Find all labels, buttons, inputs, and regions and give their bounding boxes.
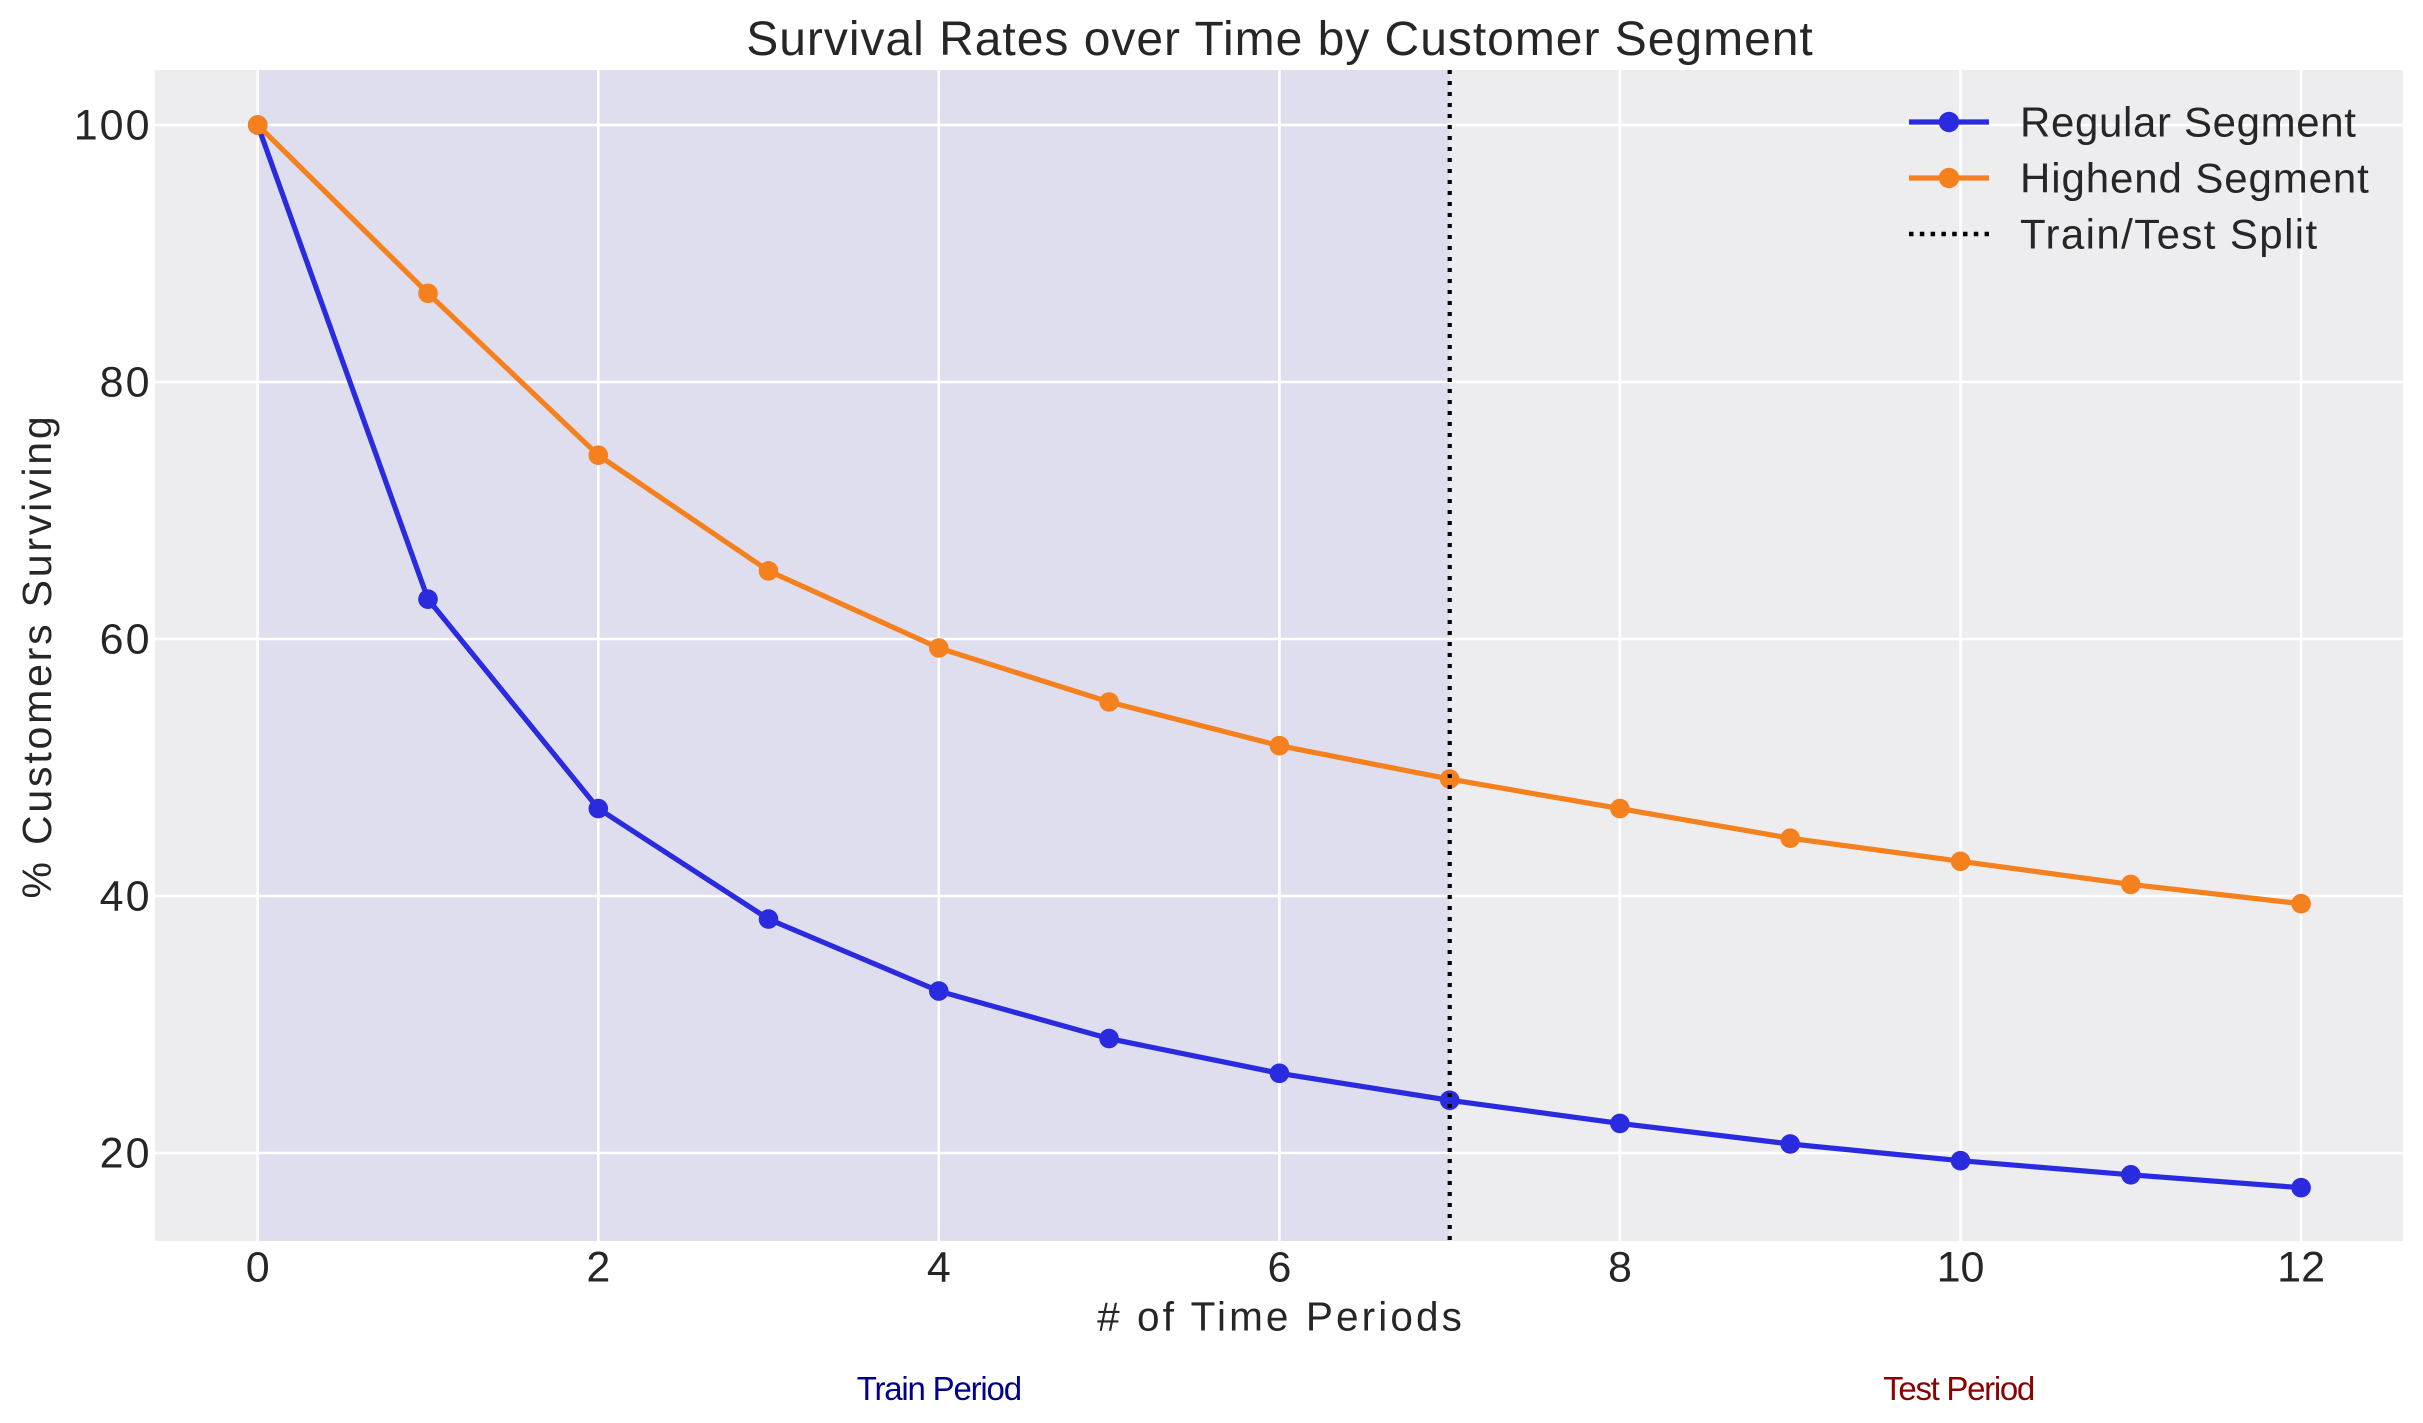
svg-text:6: 6 [1267,1244,1291,1292]
svg-text:60: 60 [100,616,152,664]
svg-text:0: 0 [246,1244,270,1292]
svg-text:80: 80 [100,359,152,407]
svg-text:Highend Segment: Highend Segment [2020,155,2370,202]
svg-text:100: 100 [74,102,152,150]
svg-text:Regular Segment: Regular Segment [2020,99,2357,146]
svg-text:20: 20 [100,1130,152,1178]
svg-text:12: 12 [2277,1244,2325,1292]
svg-text:8: 8 [1608,1244,1632,1292]
svg-text:4: 4 [927,1244,951,1292]
svg-text:40: 40 [100,873,152,921]
svg-text:Survival Rates over Time by Cu: Survival Rates over Time by Customer Seg… [746,13,1814,66]
svg-text:% Customers Surviving: % Customers Surviving [14,414,60,899]
svg-text:10: 10 [1937,1244,1985,1292]
svg-text:Train Period: Train Period [857,1370,1021,1407]
svg-text:2: 2 [586,1244,610,1292]
svg-text:Train/Test Split: Train/Test Split [2020,211,2319,258]
svg-text:Test Period: Test Period [1883,1370,2034,1407]
svg-text:# of Time Periods: # of Time Periods [1097,1294,1465,1340]
